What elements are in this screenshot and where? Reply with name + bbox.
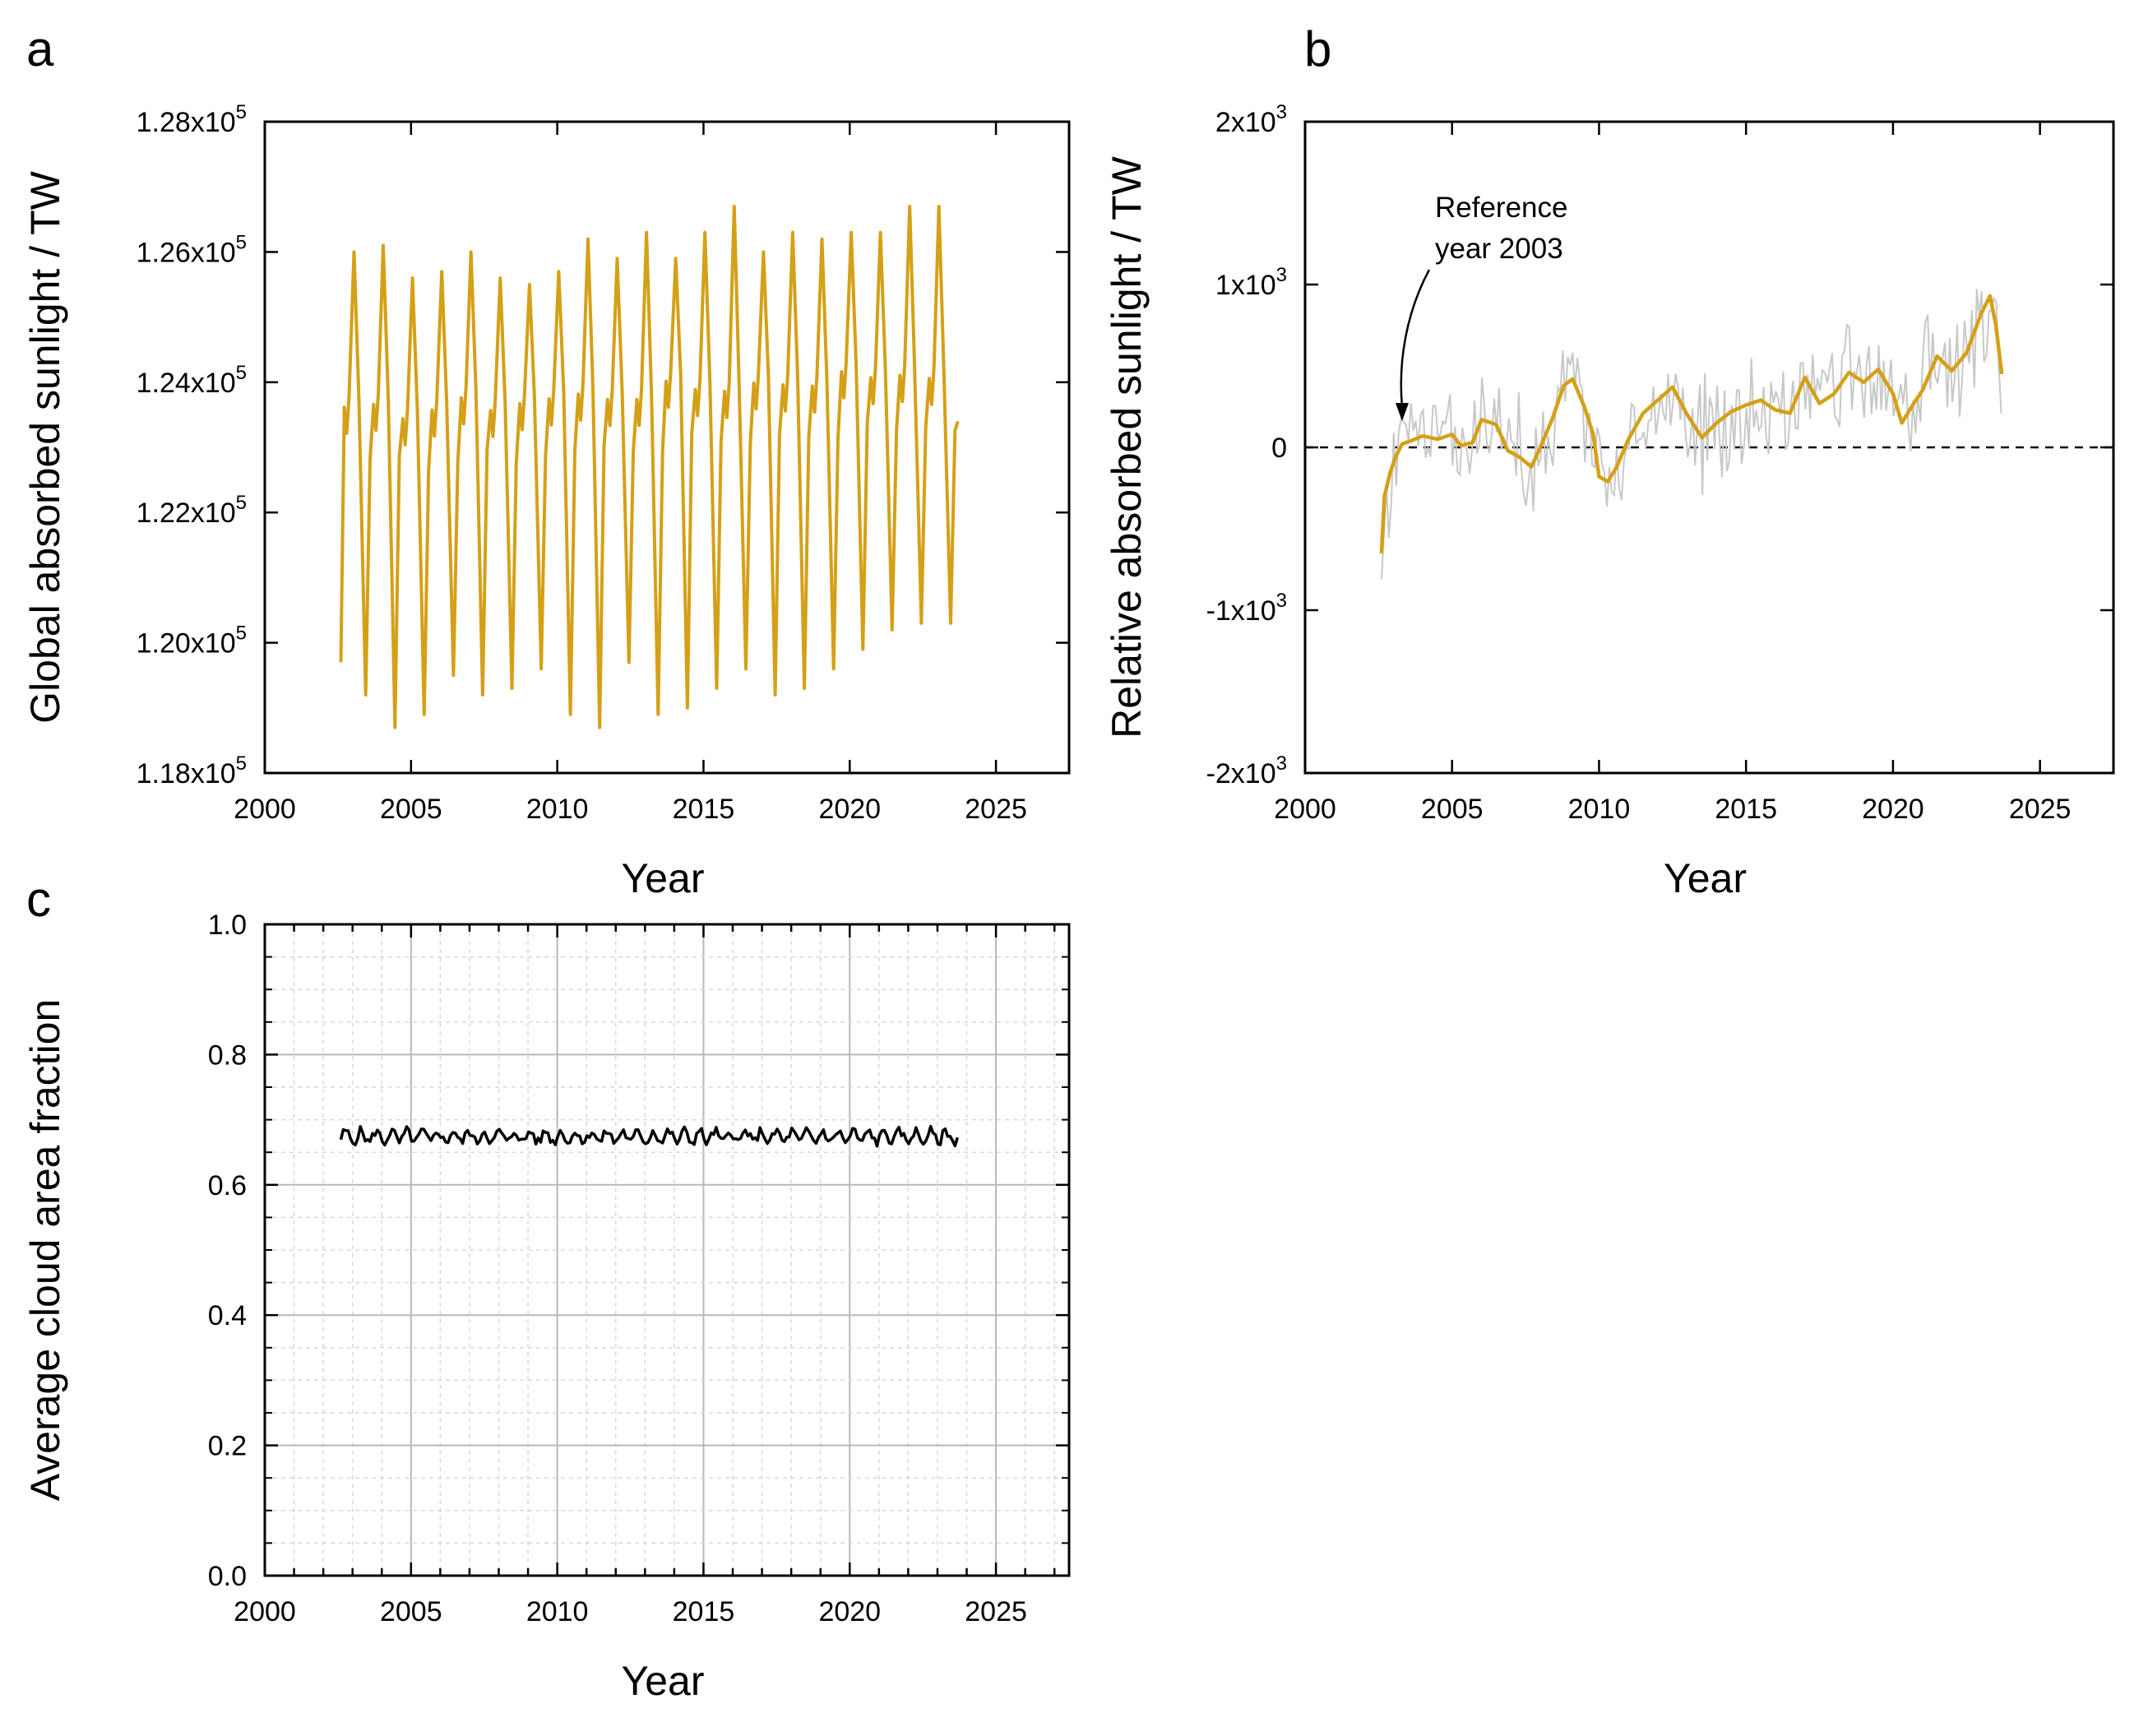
y-tick-mantissa: 1.24x10 — [137, 368, 236, 399]
y-tick-mantissa: -1x10 — [1206, 595, 1276, 627]
x-tick-label: 2020 — [818, 794, 881, 825]
y-tick-label: 1.20x105 — [137, 623, 247, 660]
y-tick-mantissa: 2x10 — [1215, 107, 1276, 138]
panel-a-chart: 2000 2005 2010 2015 2020 20251.18x1051.20x105… — [22, 101, 1071, 901]
y-tick-mantissa: 0.6 — [208, 1170, 247, 1201]
x-tick-label: 2025 — [965, 794, 1027, 825]
panel-b-x-axis-title: Year — [1664, 855, 1747, 901]
y-tick-label: 0.2 — [208, 1431, 247, 1462]
x-tick-label: 2015 — [673, 794, 735, 825]
y-tick-exponent: 5 — [236, 623, 247, 645]
x-tick-label: 2005 — [380, 794, 442, 825]
y-tick-mantissa: 0.4 — [208, 1300, 247, 1331]
panel-c-x-axis-title: Year — [621, 1658, 704, 1704]
annotation-arrow — [1400, 269, 1431, 408]
panel-b-smoothed-line — [1379, 294, 2004, 553]
y-tick-label: 1.0 — [208, 910, 247, 941]
x-tick-label: 2025 — [2009, 794, 2072, 825]
y-tick-exponent: 5 — [236, 231, 247, 253]
y-tick-mantissa: 1.28x10 — [137, 107, 236, 138]
x-tick-label: 2010 — [526, 794, 589, 825]
y-tick-exponent: 5 — [236, 752, 247, 775]
x-tick-label: 2020 — [1862, 794, 1924, 825]
x-tick-label: 2020 — [818, 1596, 881, 1627]
y-tick-exponent: 3 — [1276, 752, 1287, 775]
annotation-arrowhead — [1396, 403, 1409, 421]
y-tick-label: 1x103 — [1215, 264, 1287, 301]
panel-b-annotation: Reference year 2003 — [1396, 192, 1567, 421]
panel-b-letter: b — [1304, 21, 1331, 76]
panel-c-series-line — [339, 1124, 959, 1148]
y-tick-label: -1x103 — [1206, 590, 1287, 627]
panel-b-y-axis-title: Relative absorbed sunlight / TW — [1104, 155, 1150, 738]
y-tick-label: -2x103 — [1206, 752, 1287, 789]
y-tick-mantissa: 0.2 — [208, 1431, 247, 1462]
annotation-line-1: Reference — [1435, 192, 1567, 224]
y-tick-mantissa: 1.20x10 — [137, 628, 236, 660]
panel-c-grid — [265, 924, 1069, 1576]
panel-a-letter: a — [26, 21, 54, 76]
y-tick-label: 1.24x105 — [137, 362, 247, 399]
y-tick-exponent: 5 — [236, 101, 247, 123]
y-tick-label: 0.6 — [208, 1170, 247, 1201]
y-tick-exponent: 5 — [236, 492, 247, 514]
x-tick-label: 2015 — [1715, 794, 1777, 825]
panel-a-y-axis-title: Global absorbed sunlight / TW — [22, 170, 68, 723]
panel-a-x-axis-title: Year — [621, 855, 704, 901]
y-tick-label: 0.0 — [208, 1561, 247, 1592]
y-tick-exponent: 3 — [1276, 264, 1287, 286]
y-tick-mantissa: 1x10 — [1215, 270, 1276, 301]
y-tick-mantissa: 1.0 — [208, 910, 247, 941]
panel-c-chart: 2000 2005 2010 2015 2020 2025 0.0 0.2 0.4 0.6 0.8 1… — [22, 910, 1071, 1704]
annotation-line-2: year 2003 — [1435, 233, 1563, 265]
y-tick-exponent: 5 — [236, 362, 247, 384]
x-tick-label: 2000 — [1274, 794, 1336, 825]
panel-c-y-axis-title: Average cloud area fraction — [22, 999, 68, 1502]
y-tick-mantissa: 0 — [1271, 433, 1287, 464]
y-tick-mantissa: -2x10 — [1206, 758, 1276, 789]
y-tick-label: 2x103 — [1215, 101, 1287, 138]
y-tick-mantissa: 1.26x10 — [137, 237, 236, 268]
panel-b-monthly-line — [1380, 289, 2002, 580]
y-tick-exponent: 3 — [1276, 101, 1287, 123]
y-tick-mantissa: 0.0 — [208, 1561, 247, 1592]
y-tick-label: 0 — [1271, 433, 1287, 464]
x-tick-label: 2025 — [965, 1596, 1027, 1627]
y-tick-label: 0.4 — [208, 1300, 247, 1331]
x-tick-label: 2010 — [526, 1596, 589, 1627]
y-tick-label: 1.18x105 — [137, 752, 247, 789]
y-tick-label: 1.28x105 — [137, 101, 247, 138]
panel-a-plot-frame — [263, 120, 1071, 775]
x-tick-label: 2010 — [1568, 794, 1631, 825]
x-tick-label: 2005 — [1421, 794, 1484, 825]
y-tick-mantissa: 1.18x10 — [137, 758, 236, 789]
panel-a-series-line — [339, 205, 960, 729]
x-tick-label: 2000 — [234, 794, 296, 825]
y-tick-label: 1.22x105 — [137, 492, 247, 529]
x-tick-label: 2005 — [380, 1596, 442, 1627]
x-tick-label: 2000 — [234, 1596, 296, 1627]
y-tick-label: 1.26x105 — [137, 231, 247, 268]
x-tick-label: 2015 — [673, 1596, 735, 1627]
y-tick-mantissa: 0.8 — [208, 1039, 247, 1071]
panel-c-letter: c — [26, 872, 51, 927]
y-tick-exponent: 3 — [1276, 590, 1287, 612]
y-tick-label: 0.8 — [208, 1039, 247, 1071]
y-tick-mantissa: 1.22x10 — [137, 498, 236, 529]
panel-b-chart: 2000 2005 2010 2015 2020 2025-2x103-1x10301x1… — [1104, 101, 2115, 901]
